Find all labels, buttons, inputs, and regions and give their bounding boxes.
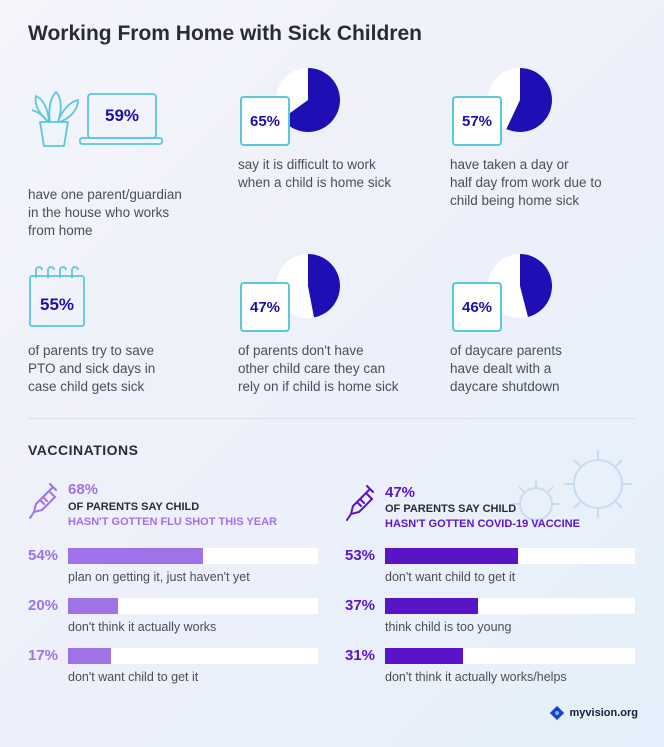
bar-fill bbox=[68, 598, 118, 614]
bar-track bbox=[385, 598, 635, 614]
bar-value-label: 53% bbox=[345, 547, 376, 564]
covid-heading-line1: OF PARENTS SAY CHILD bbox=[385, 503, 517, 515]
bar-fill bbox=[385, 548, 518, 564]
vaccinations-heading: VACCINATIONS bbox=[28, 442, 139, 458]
bar-value-label: 17% bbox=[28, 647, 59, 664]
section-divider bbox=[28, 418, 636, 419]
stat-caption: of parents don't have other child care t… bbox=[238, 343, 399, 394]
bar-category-label: don't think it actually works/helps bbox=[385, 670, 567, 684]
stat-percent: 59% bbox=[104, 106, 140, 125]
stat-caption: have one parent/guardian in the house wh… bbox=[28, 187, 182, 238]
stat-caption: have taken a day or half day from work d… bbox=[450, 157, 602, 208]
syringe-icon bbox=[346, 485, 374, 521]
pie-chart bbox=[488, 254, 552, 318]
stat-caption: of parents try to save PTO and sick days… bbox=[28, 343, 156, 394]
flu-percent: 68% bbox=[68, 481, 99, 498]
bar-track bbox=[68, 548, 318, 564]
page-title: Working From Home with Sick Children bbox=[28, 22, 422, 45]
bar-value-label: 37% bbox=[345, 597, 376, 614]
bar-fill bbox=[68, 548, 203, 564]
stat-percent: 65% bbox=[240, 96, 290, 146]
stat-percent: 55% bbox=[39, 295, 75, 314]
stat-caption: say it is difficult to work when a child… bbox=[238, 157, 392, 190]
stat-percent: 46% bbox=[452, 282, 502, 332]
bar-fill bbox=[385, 598, 478, 614]
brand-name: myvision.org bbox=[569, 707, 638, 719]
bar-value-label: 31% bbox=[345, 647, 376, 664]
bar-track bbox=[385, 648, 635, 664]
bar-track bbox=[68, 648, 318, 664]
bar-track bbox=[385, 548, 635, 564]
covid-heading-line2: HASN'T GOTTEN COVID-19 VACCINE bbox=[385, 518, 580, 530]
flu-heading-line2: HASN'T GOTTEN FLU SHOT THIS YEAR bbox=[68, 516, 277, 528]
pie-slice-value bbox=[520, 254, 552, 317]
stat-percent: 57% bbox=[452, 96, 502, 146]
flu-heading-line1: OF PARENTS SAY CHILD bbox=[68, 501, 200, 513]
stat-percent: 47% bbox=[240, 282, 290, 332]
bar-category-label: think child is too young bbox=[385, 620, 512, 634]
bar-track bbox=[68, 598, 318, 614]
bar-category-label: don't want child to get it bbox=[68, 670, 199, 684]
bar-fill bbox=[385, 648, 463, 664]
bar-category-label: don't think it actually works bbox=[68, 620, 217, 634]
logo-icon bbox=[549, 706, 564, 720]
pie-chart bbox=[276, 254, 340, 318]
stat-caption: of daycare parents have dealt with a day… bbox=[450, 343, 562, 394]
pie-chart bbox=[488, 68, 552, 132]
virus-icon bbox=[512, 450, 632, 528]
syringe-icon bbox=[29, 483, 57, 519]
bar-category-label: don't want child to get it bbox=[385, 570, 516, 584]
laptop-plant-icon bbox=[31, 91, 163, 147]
bar-category-label: plan on getting it, just haven't yet bbox=[68, 570, 250, 584]
pie-slice-value bbox=[308, 254, 340, 318]
covid-percent: 47% bbox=[385, 484, 416, 501]
stat-difficult-to-work: 65% say it is difficult to work when a c… bbox=[238, 64, 428, 194]
pie-slice-value bbox=[282, 68, 340, 132]
pie-chart bbox=[276, 68, 340, 132]
pie-slice-value bbox=[506, 68, 552, 132]
calendar-icon bbox=[29, 266, 85, 327]
bar-fill bbox=[68, 648, 111, 664]
brand-logo: myvision.org bbox=[549, 706, 638, 720]
bar-value-label: 54% bbox=[28, 547, 59, 564]
bar-value-label: 20% bbox=[28, 597, 59, 614]
